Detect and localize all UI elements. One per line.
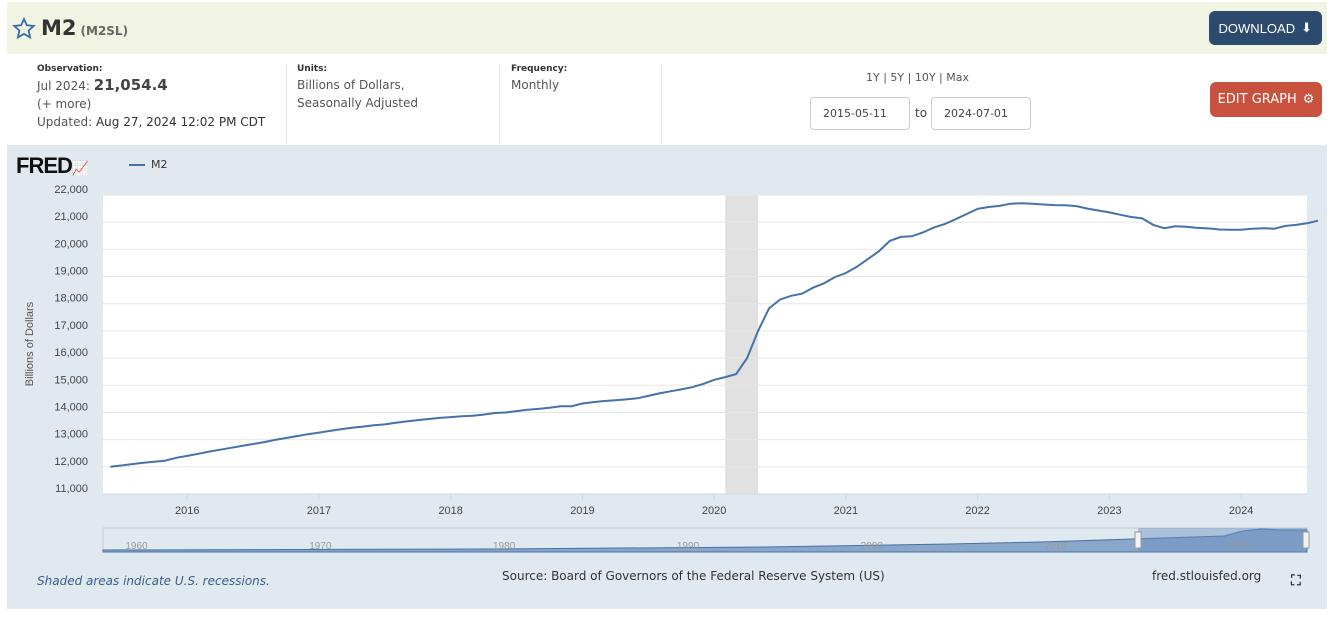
legend-label: M2 [151, 158, 168, 171]
to-label: to [915, 106, 928, 120]
gear-icon: ⚙ [1302, 92, 1315, 107]
edit-graph-label: EDIT GRAPH [1217, 92, 1297, 107]
legend-line-icon [129, 163, 145, 166]
updated-value: Aug 27, 2024 12:02 PM CDT [95, 115, 266, 129]
download-button[interactable]: DOWNLOAD ⬇ [1208, 11, 1322, 45]
observation-date: Jul 2024: [37, 79, 90, 93]
units-block: Units: Billions of Dollars, Seasonally A… [297, 62, 418, 112]
observation-label: Observation: [37, 64, 103, 74]
fred-logo-text: FRED [16, 153, 73, 178]
range-10y[interactable]: 10Y [914, 71, 936, 84]
units-value: Billions of Dollars, [297, 78, 405, 92]
divider [661, 64, 662, 144]
more-link[interactable]: (+ more) [37, 97, 92, 111]
graph-panel: FRED📈 M2 Shaded areas indicate U.S. rece… [7, 145, 1327, 609]
units-adjustment: Seasonally Adjusted [297, 96, 419, 110]
end-date-input[interactable] [931, 97, 1031, 130]
range-1y[interactable]: 1Y [866, 71, 880, 84]
fred-logo: FRED📈 [16, 153, 89, 179]
series-id: (M2SL) [80, 24, 129, 38]
divider [286, 64, 287, 144]
series-name: M2 [41, 16, 77, 40]
observation-value: 21,054.4 [93, 76, 168, 94]
download-icon: ⬇ [1301, 20, 1312, 35]
frequency-block: Frequency: Monthly [511, 62, 567, 94]
range-5y[interactable]: 5Y [890, 71, 905, 84]
updated-label: Updated: [37, 115, 93, 129]
site-link[interactable]: fred.stlouisfed.org [1152, 569, 1262, 583]
legend[interactable]: M2 [129, 158, 168, 171]
range-max[interactable]: Max [946, 71, 970, 84]
start-date-input[interactable] [810, 97, 910, 130]
edit-graph-button[interactable]: EDIT GRAPH ⚙ [1210, 82, 1322, 117]
range-selector: 1Y | 5Y | 10Y | Max [866, 71, 970, 84]
download-label: DOWNLOAD [1218, 20, 1296, 36]
chart-logo-icon: 📈 [71, 160, 89, 176]
star-icon[interactable] [12, 17, 36, 41]
series-header: M2 (M2SL) DOWNLOAD ⬇ [7, 2, 1327, 54]
recession-note: Shaded areas indicate U.S. recessions. [37, 574, 270, 588]
series-title: M2 (M2SL) [41, 16, 128, 40]
divider [499, 64, 500, 144]
units-label: Units: [297, 64, 328, 74]
observation-block: Observation: Jul 2024: 21,054.4 (+ more)… [37, 62, 265, 131]
source-text: Source: Board of Governors of the Federa… [502, 569, 885, 583]
frequency-label: Frequency: [511, 64, 568, 74]
frequency-value: Monthly [511, 78, 560, 92]
fullscreen-icon[interactable]: ⛶ [1291, 573, 1301, 589]
